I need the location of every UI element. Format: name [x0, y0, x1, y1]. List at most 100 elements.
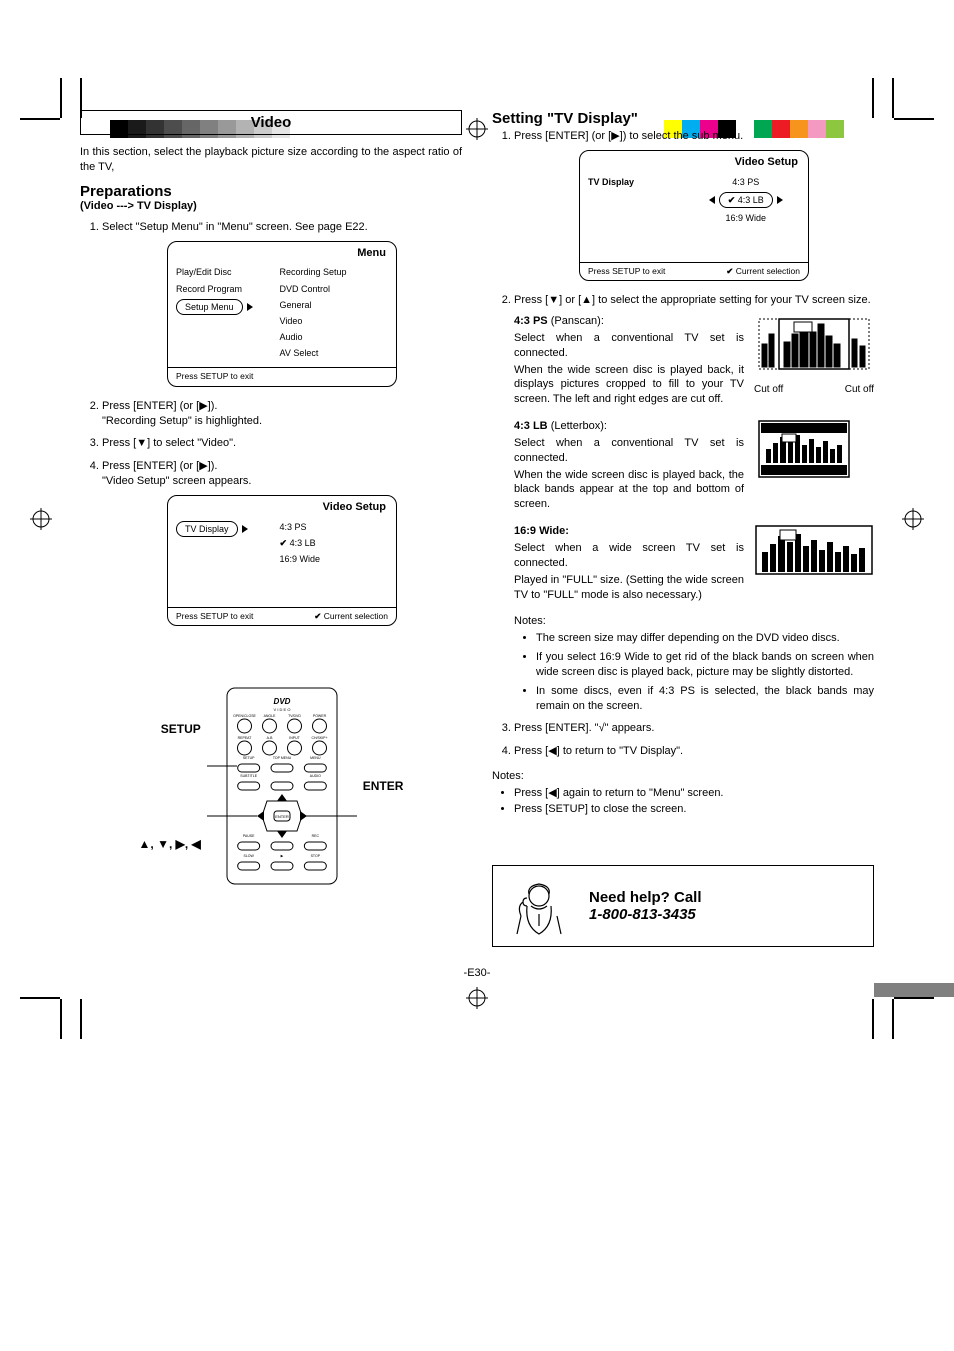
svg-text:DVD: DVD	[273, 697, 290, 706]
notes2-item: Press [SETUP] to close the screen.	[514, 803, 874, 815]
remote-label-setup: SETUP	[161, 722, 201, 736]
step-3: Press [▼] to select "Video".	[102, 436, 462, 451]
crop-line	[60, 999, 62, 1039]
operator-icon	[509, 876, 569, 936]
menu-osd-title: Menu	[168, 242, 396, 263]
menu-osd-footer: Press SETUP to exit	[176, 371, 253, 382]
up-arrow-icon: ▲	[581, 294, 592, 306]
crop-line	[80, 999, 82, 1039]
remote-diagram: SETUP ▲, ▼, ▶, ◀ DVD V I D E O OPEN/CLOS…	[80, 686, 462, 886]
note-item: The screen size may differ depending on …	[536, 631, 874, 646]
svg-text:STOP: STOP	[310, 854, 320, 858]
r-step-4: Press [◀] to return to "TV Display".	[514, 744, 874, 759]
vosd2-right-item: 16:9 Wide	[692, 210, 800, 226]
panscan-illustration: Cut off Cut off	[754, 314, 874, 396]
svg-text:REPEAT: REPEAT	[237, 736, 252, 740]
menu-osd: Menu Play/Edit DiscRecord ProgramSetup M…	[167, 241, 397, 387]
left-column: Video In this section, select the playba…	[80, 110, 462, 947]
menu-right-item: DVD Control	[280, 281, 388, 297]
svg-text:V I D E O: V I D E O	[273, 707, 290, 712]
svg-text:REC: REC	[311, 834, 319, 838]
wide-line2: Played in "FULL" size. (Setting the wide…	[514, 573, 744, 603]
menu-left-item: Play/Edit Disc	[176, 264, 274, 280]
wide-illustration	[754, 524, 874, 584]
svg-text:ANGLE: ANGLE	[263, 714, 276, 718]
vosd2-left-item: TV Display	[588, 174, 686, 190]
video-setup-osd-2: Video Setup TV Display 4:3 PS✔ 4:3 LB16:…	[579, 150, 809, 281]
notes-list: The screen size may differ depending on …	[514, 631, 874, 713]
help-phone: 1-800-813-3435	[589, 906, 702, 923]
video-osd-title: Video Setup	[168, 496, 396, 517]
preparations-sub: (Video ---> TV Display)	[80, 200, 462, 212]
notes2-item: Press [◀] again to return to "Menu" scre…	[514, 786, 874, 799]
registration-left	[30, 508, 52, 530]
vosd-right-item: 16:9 Wide	[280, 551, 388, 567]
page-number: -E30-	[80, 967, 874, 979]
video-osd-footer-left: Press SETUP to exit	[176, 611, 253, 622]
help-box: Need help? Call 1-800-813-3435	[492, 865, 874, 947]
video-osd-footer-right: Current selection	[324, 611, 388, 621]
r-step-2: Press [▼] or [▲] to select the appropria…	[514, 293, 874, 713]
video-osd2-footer-left: Press SETUP to exit	[588, 266, 665, 277]
crop-line	[894, 997, 934, 999]
video-osd2-footer-right: Current selection	[736, 266, 800, 276]
preparations-heading: Preparations	[80, 183, 462, 200]
right-arrow-icon: ▶	[199, 460, 207, 472]
step-2: Press [ENTER] (or [▶]). "Recording Setup…	[102, 399, 462, 429]
svg-text:ENTER: ENTER	[275, 814, 289, 819]
ps-line1: Select when a conventional TV set is con…	[514, 331, 744, 361]
svg-text:OPEN/CLOSE: OPEN/CLOSE	[233, 714, 256, 718]
note-item: In some discs, even if 4:3 PS is selecte…	[536, 684, 874, 714]
bottom-right-bar	[874, 983, 954, 997]
step-1: Select "Setup Menu" in "Menu" screen. Se…	[102, 220, 462, 387]
menu-left-item: Setup Menu	[176, 297, 274, 317]
svg-text:PAUSE: PAUSE	[243, 834, 255, 838]
left-arrow-icon: ◀	[548, 787, 556, 799]
svg-text:INPUT: INPUT	[289, 736, 300, 740]
check-icon: ✔	[726, 266, 733, 277]
vosd-right-item: ✔ 4:3 LB	[280, 535, 388, 551]
remote-svg: DVD V I D E O OPEN/CLOSE ANGLE TV/DVD POWER…	[207, 686, 357, 886]
crop-line	[20, 997, 60, 999]
notes-label: Notes:	[514, 614, 874, 629]
note-item: If you select 16:9 Wide to get rid of th…	[536, 650, 874, 680]
svg-text:A-B: A-B	[266, 736, 273, 740]
check-icon: ✔	[314, 611, 321, 622]
svg-text:POWER: POWER	[313, 714, 327, 718]
menu-right-item: General	[280, 297, 388, 313]
cutoff-left: Cut off	[754, 383, 783, 397]
remote-label-arrows: ▲, ▼, ▶, ◀	[139, 837, 201, 851]
registration-center-bottom	[466, 987, 488, 1009]
svg-text:SETUP: SETUP	[243, 756, 255, 760]
vosd-left-item: TV Display	[176, 519, 274, 539]
vosd-right-item: 4:3 PS	[280, 519, 388, 535]
svg-text:TV/DVD: TV/DVD	[288, 714, 301, 718]
lb-line2: When the wide screen disc is played back…	[514, 468, 744, 513]
wide-title: 16:9 Wide:	[514, 525, 569, 537]
r-step-1: Press [ENTER] (or [▶]) to select the sub…	[514, 129, 874, 281]
setting-heading: Setting "TV Display"	[492, 110, 874, 127]
notes2-list: Press [◀] again to return to "Menu" scre…	[492, 786, 874, 815]
right-arrow-icon: ▶	[611, 130, 619, 142]
down-arrow-icon: ▼	[136, 437, 147, 449]
svg-text:AUDIO: AUDIO	[310, 774, 321, 778]
menu-right-item: AV Select	[280, 345, 388, 361]
wide-line1: Select when a wide screen TV set is conn…	[514, 541, 744, 571]
svg-text:SLOW: SLOW	[243, 854, 254, 858]
svg-text:TOP MENU: TOP MENU	[273, 756, 292, 760]
svg-text:CH/SKIP+: CH/SKIP+	[311, 736, 327, 740]
menu-right-item: Audio	[280, 329, 388, 345]
step-1-text: Select "Setup Menu" in "Menu" screen. Se…	[102, 221, 368, 233]
menu-left-item: Record Program	[176, 281, 274, 297]
registration-right	[902, 508, 924, 530]
svg-text:SUBTITLE: SUBTITLE	[240, 774, 257, 778]
left-arrow-icon: ◀	[548, 745, 556, 757]
right-arrow-icon: ▶	[199, 400, 207, 412]
remote-label-enter: ENTER	[363, 779, 404, 793]
lb-title: 4:3 LB	[514, 420, 548, 432]
help-title: Need help? Call	[589, 889, 702, 906]
vosd2-right-item: ✔ 4:3 LB	[692, 190, 800, 210]
right-column: Setting "TV Display" Press [ENTER] (or […	[492, 110, 874, 947]
cutoff-right: Cut off	[845, 383, 874, 397]
crop-line	[872, 999, 874, 1039]
